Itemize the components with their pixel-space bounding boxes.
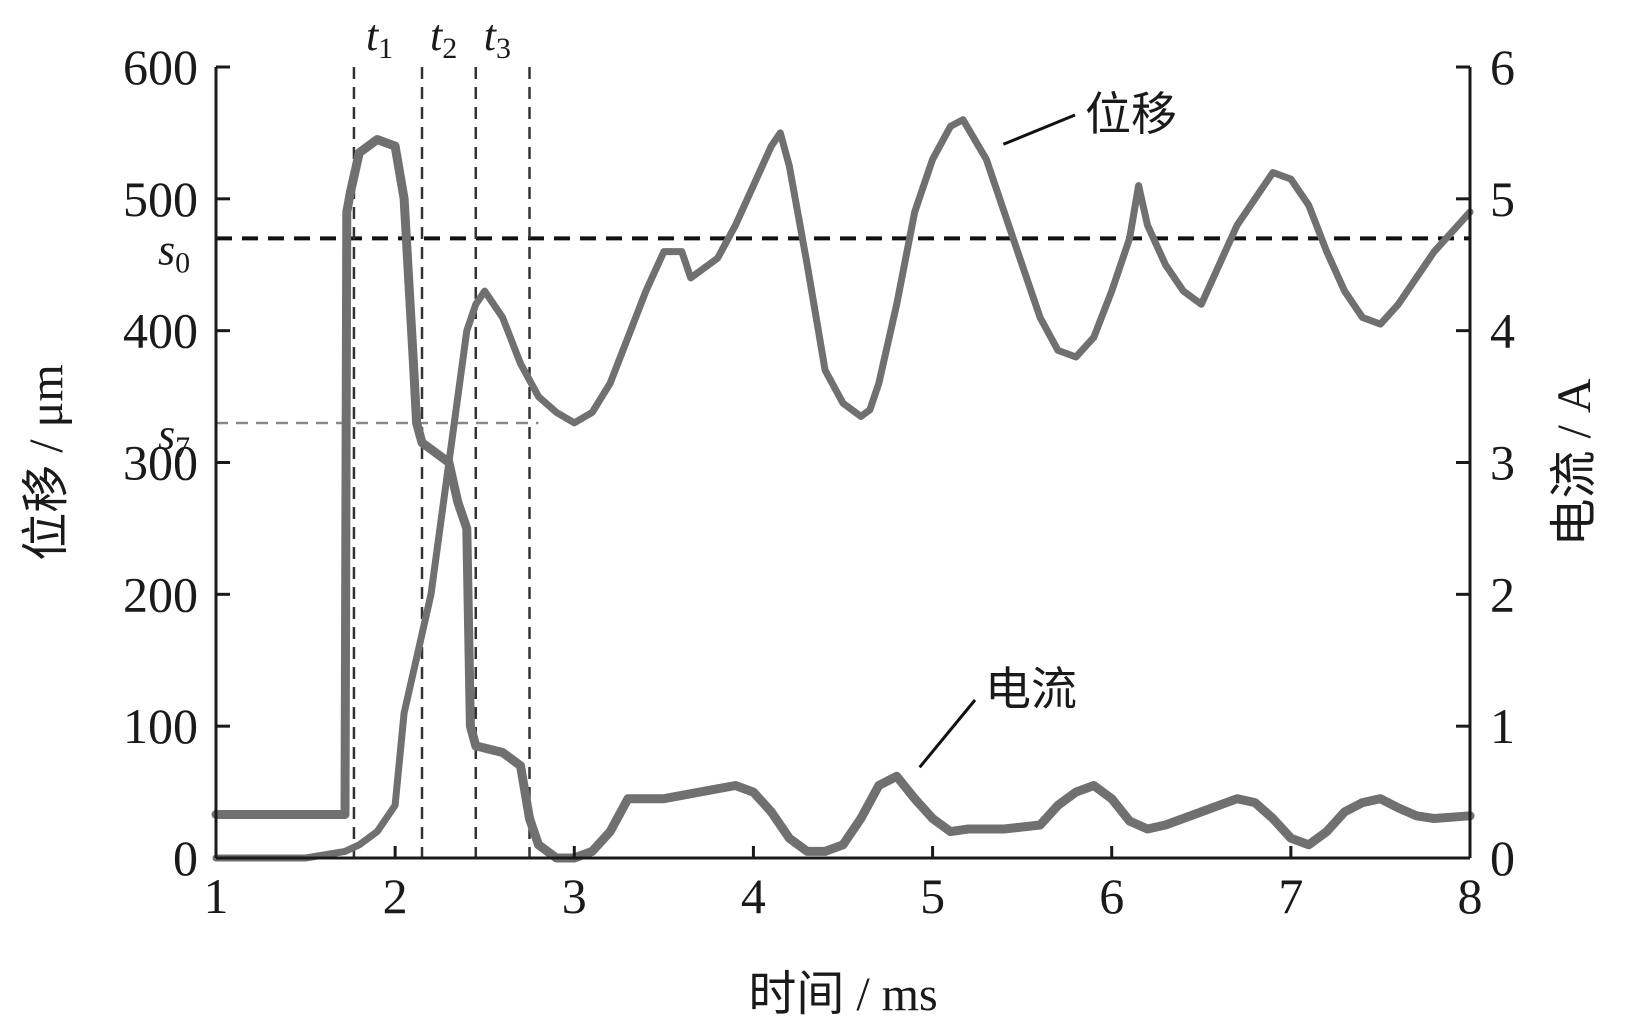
x-tick-label: 5 [920,868,945,924]
time-marker-lines [352,67,531,858]
axes [214,65,1472,860]
x-tick-label: 7 [1278,868,1303,924]
annotation-displacement: 位移 [1085,89,1177,140]
series-line-displacement [212,116,1474,862]
left-y-tick-label: 100 [123,698,198,754]
left-y-axis-title: 位移 / μm [20,364,73,560]
reference-label-s7: s7 [158,410,190,464]
x-tick-label: 8 [1458,868,1483,924]
left-y-tick-label: 600 [123,39,198,95]
time-marker-label-t3: t3 [484,11,511,65]
right-y-tick-label: 5 [1490,171,1515,227]
right-y-tick-label: 2 [1490,566,1515,622]
series-lines [211,116,1475,863]
left-y-tick-label: 200 [123,566,198,622]
right-y-tick-label: 0 [1490,830,1515,886]
x-tick-label: 2 [383,868,408,924]
x-tick-label: 1 [204,868,229,924]
annotation-leader [1002,113,1076,146]
x-axis-title: 时间 / ms [748,968,937,1021]
right-y-axis-title: 电流 / A [1548,378,1601,546]
series-line-current [211,135,1475,863]
x-tick-label: 3 [562,868,587,924]
time-marker-label-t2: t2 [430,11,457,65]
reference-lines [216,236,1470,425]
right-y-tick-label: 3 [1490,435,1515,491]
left-y-tick-label: 500 [123,171,198,227]
x-tick-label: 6 [1099,868,1124,924]
right-y-tick-label: 4 [1490,303,1515,359]
time-marker-label-t1: t1 [366,11,393,65]
x-tick-label: 4 [741,868,766,924]
left-y-tick-label: 300 [123,435,198,491]
left-y-tick-label: 0 [173,830,198,886]
annotation-current: 电流 [985,664,1077,715]
left-y-tick-label: 400 [123,303,198,359]
annotation-leader [918,699,977,769]
right-y-tick-label: 6 [1490,39,1515,95]
right-y-tick-label: 1 [1490,698,1515,754]
reference-label-s0: s0 [158,225,190,279]
